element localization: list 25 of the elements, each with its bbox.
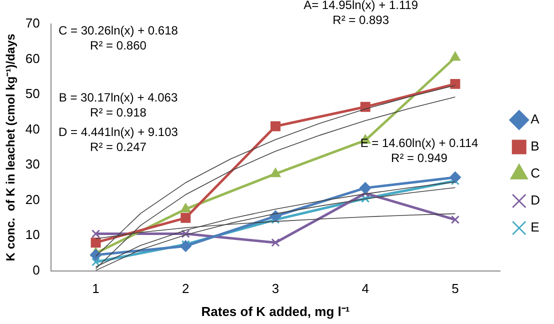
x-axis-title: Rates of K added, mg l⁻¹	[201, 304, 350, 319]
y-axis-title: K conc. of K in leachet (cmol kg⁻¹)/days	[4, 33, 18, 262]
annotation: E = 14.60ln(x) + 0.114 R² = 0.949	[360, 136, 478, 166]
y-tick-label: 10	[25, 227, 40, 242]
x-tick-label: 4	[362, 281, 369, 296]
annotation: A= 14.95ln(x) + 1.119 R² = 0.893	[304, 0, 418, 27]
annotation: D = 4.441ln(x) + 9.103 R² = 0.247	[58, 124, 178, 154]
y-tick-label: 0	[32, 262, 40, 278]
legend-label: A	[530, 112, 540, 127]
y-tick-label: 50	[25, 86, 40, 102]
y-tick-label: 70	[25, 16, 40, 31]
x-tick-label: 3	[272, 281, 280, 296]
legend-label: D	[530, 192, 540, 208]
y-tick-label: 20	[25, 192, 40, 207]
legend-label: C	[530, 166, 540, 181]
legend-label: B	[530, 138, 540, 154]
y-tick-label: 40	[25, 121, 40, 136]
y-tick-label: 60	[25, 50, 40, 66]
annotation: C = 30.26ln(x) + 0.618 R² = 0.860	[58, 24, 178, 53]
x-tick-label: 5	[452, 281, 459, 296]
legend-label: E	[530, 220, 540, 235]
x-tick-label: 1	[92, 281, 100, 296]
y-tick-label: 30	[25, 156, 40, 172]
x-tick-label: 2	[182, 281, 190, 296]
annotation: B = 30.17ln(x) + 4.063 R² = 0.918	[58, 90, 178, 120]
